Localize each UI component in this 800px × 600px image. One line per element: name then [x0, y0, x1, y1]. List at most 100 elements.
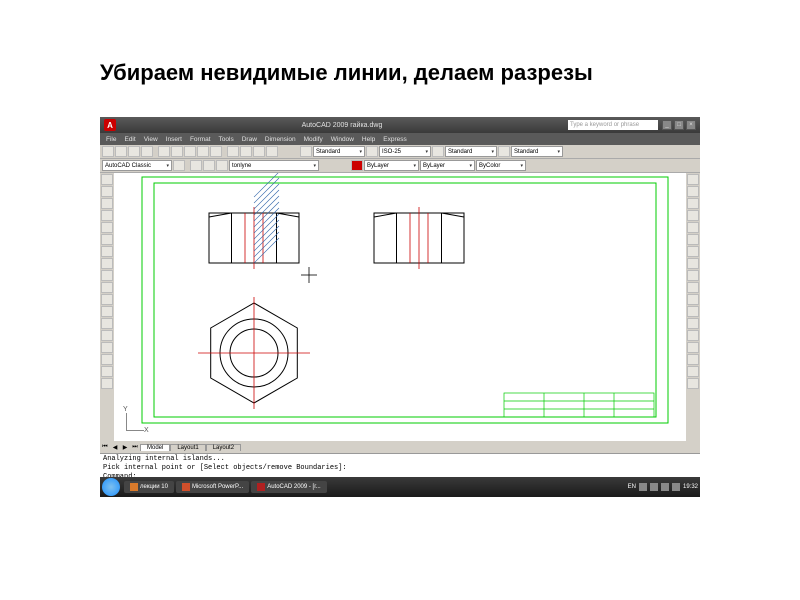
tool-text-icon[interactable] — [101, 306, 113, 317]
tool-ws-settings-icon[interactable] — [173, 160, 185, 171]
tray-lang[interactable]: EN — [628, 484, 636, 490]
mleaderstyle-dropdown[interactable]: Standard — [511, 146, 563, 157]
menu-window[interactable]: Window — [331, 136, 354, 143]
minimize-button[interactable]: _ — [662, 120, 672, 130]
tool-new-icon[interactable] — [102, 146, 114, 157]
tool-dimstyle-icon[interactable] — [366, 146, 378, 157]
tool-chamfer-icon[interactable] — [687, 330, 699, 341]
tool-polygon-icon[interactable] — [101, 198, 113, 209]
tool-boundary-icon[interactable] — [101, 366, 113, 377]
tray-icon-1[interactable] — [639, 483, 647, 491]
tray-icon-2[interactable] — [650, 483, 658, 491]
taskbar-item-0[interactable]: лекции 10 — [124, 481, 174, 493]
tool-layer-freeze-icon[interactable] — [216, 160, 228, 171]
tool-explode-icon[interactable] — [687, 354, 699, 365]
tool-arc-icon[interactable] — [101, 222, 113, 233]
tool-move-icon[interactable] — [687, 234, 699, 245]
tab-first-icon[interactable]: ⏮ — [100, 444, 110, 451]
menu-file[interactable]: File — [106, 136, 116, 143]
tool-layer-state-icon[interactable] — [203, 160, 215, 171]
tool-revision-icon[interactable] — [101, 378, 113, 389]
tool-cut-icon[interactable] — [158, 146, 170, 157]
menu-view[interactable]: View — [144, 136, 158, 143]
linetype-dropdown[interactable]: ByLayer — [364, 160, 419, 171]
tool-open-icon[interactable] — [115, 146, 127, 157]
tool-erase-icon[interactable] — [687, 174, 699, 185]
tool-color-icon[interactable] — [351, 160, 363, 171]
tab-model[interactable]: Model — [140, 444, 170, 451]
help-search-input[interactable]: Type a keyword or phrase — [568, 120, 658, 130]
tab-prev-icon[interactable]: ◀ — [110, 444, 120, 451]
tool-region-icon[interactable] — [101, 318, 113, 329]
dimstyle-dropdown[interactable]: ISO-25 — [379, 146, 431, 157]
tool-offset-icon[interactable] — [687, 210, 699, 221]
tray-icon-3[interactable] — [661, 483, 669, 491]
tab-next-icon[interactable]: ▶ — [120, 444, 130, 451]
tool-tablestyle-icon[interactable] — [432, 146, 444, 157]
tool-help-icon[interactable] — [266, 146, 278, 157]
tool-properties-icon[interactable] — [253, 146, 265, 157]
layer-dropdown[interactable]: tonlyne — [229, 160, 319, 171]
tool-table-icon[interactable] — [101, 330, 113, 341]
drawing-canvas[interactable]: YX — [114, 173, 686, 441]
tool-paste-icon[interactable] — [184, 146, 196, 157]
tool-dist-icon[interactable] — [687, 366, 699, 377]
tool-ellipse-icon[interactable] — [101, 258, 113, 269]
tool-copyobj-icon[interactable] — [687, 186, 699, 197]
tab-layout2[interactable]: Layout2 — [206, 444, 241, 451]
menu-draw[interactable]: Draw — [242, 136, 257, 143]
tool-stretch-icon[interactable] — [687, 270, 699, 281]
maximize-button[interactable]: □ — [674, 120, 684, 130]
lineweight-dropdown[interactable]: ByLayer — [420, 160, 475, 171]
plotstyle-dropdown[interactable]: ByColor — [476, 160, 526, 171]
tool-save-icon[interactable] — [128, 146, 140, 157]
tool-pline-icon[interactable] — [101, 186, 113, 197]
tablestyle-dropdown[interactable]: Standard — [445, 146, 497, 157]
tool-break-icon[interactable] — [687, 306, 699, 317]
menu-dimension[interactable]: Dimension — [265, 136, 296, 143]
workspace-dropdown[interactable]: AutoCAD Classic — [102, 160, 172, 171]
tool-gradient-icon[interactable] — [101, 354, 113, 365]
tool-array-icon[interactable] — [687, 222, 699, 233]
tool-zoom-icon[interactable] — [240, 146, 252, 157]
tab-last-icon[interactable]: ⏭ — [130, 444, 140, 451]
tool-textstyle-icon[interactable] — [300, 146, 312, 157]
tool-mleaderstyle-icon[interactable] — [498, 146, 510, 157]
close-button[interactable]: × — [686, 120, 696, 130]
tool-copy-icon[interactable] — [171, 146, 183, 157]
menu-express[interactable]: Express — [383, 136, 406, 143]
tool-circle-icon[interactable] — [101, 234, 113, 245]
tray-volume-icon[interactable] — [672, 483, 680, 491]
textstyle-dropdown[interactable]: Standard — [313, 146, 365, 157]
tool-print-icon[interactable] — [141, 146, 153, 157]
tool-fillet-icon[interactable] — [687, 342, 699, 353]
tool-rectangle-icon[interactable] — [101, 210, 113, 221]
tool-trim-icon[interactable] — [687, 282, 699, 293]
tool-rotate-icon[interactable] — [687, 246, 699, 257]
tool-layer-prop-icon[interactable] — [190, 160, 202, 171]
menu-insert[interactable]: Insert — [166, 136, 182, 143]
tool-spline-icon[interactable] — [101, 246, 113, 257]
taskbar-item-1[interactable]: Microsoft PowerP... — [176, 481, 249, 493]
menu-modify[interactable]: Modify — [304, 136, 323, 143]
tool-pan-icon[interactable] — [227, 146, 239, 157]
start-button-icon[interactable] — [102, 478, 120, 496]
tool-mirror-icon[interactable] — [687, 198, 699, 209]
menu-format[interactable]: Format — [190, 136, 211, 143]
taskbar-item-2[interactable]: AutoCAD 2009 - [г... — [251, 481, 326, 493]
tool-point-icon[interactable] — [101, 282, 113, 293]
menu-tools[interactable]: Tools — [219, 136, 234, 143]
tool-extend-icon[interactable] — [687, 294, 699, 305]
tool-area-icon[interactable] — [687, 378, 699, 389]
tool-block-icon[interactable] — [101, 294, 113, 305]
menu-edit[interactable]: Edit — [124, 136, 135, 143]
tab-layout1[interactable]: Layout1 — [170, 444, 205, 451]
tool-mtext-icon[interactable] — [101, 342, 113, 353]
tool-join-icon[interactable] — [687, 318, 699, 329]
tool-undo-icon[interactable] — [197, 146, 209, 157]
tool-redo-icon[interactable] — [210, 146, 222, 157]
tool-line-icon[interactable] — [101, 174, 113, 185]
tool-hatch-icon[interactable] — [101, 270, 113, 281]
tool-scale-icon[interactable] — [687, 258, 699, 269]
menu-help[interactable]: Help — [362, 136, 375, 143]
